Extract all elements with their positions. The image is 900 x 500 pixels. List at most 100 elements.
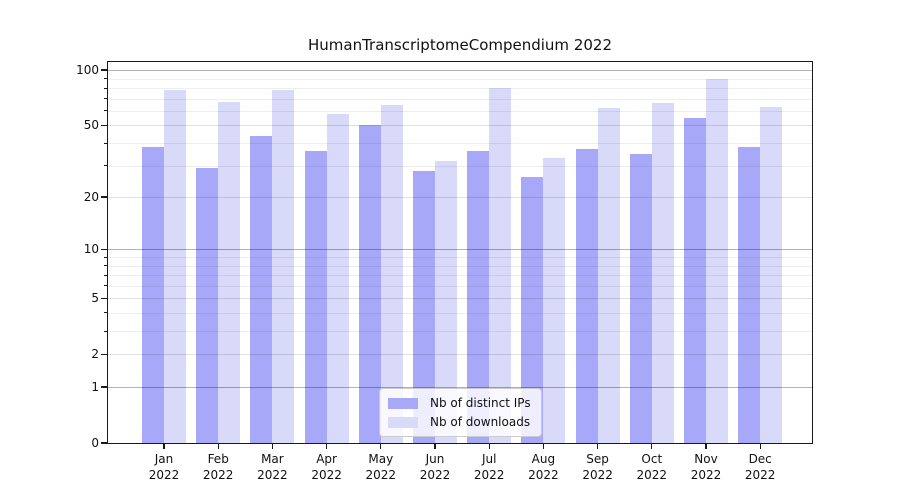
legend-swatch-distinct-ips-icon [388, 397, 418, 409]
bar-jan-downloads [164, 90, 186, 443]
legend-label-distinct-ips: Nb of distinct IPs [430, 396, 531, 410]
bar-mar-distinct-ips [250, 135, 273, 443]
bar-may-downloads [380, 104, 403, 443]
minor-gridline-80 [108, 88, 812, 90]
y-tick-1 [101, 386, 107, 388]
y-minor-tick-60 [104, 110, 107, 112]
x-tick-feb [217, 444, 219, 449]
minor-gridline-8 [108, 265, 812, 267]
y-minor-tick-40 [104, 142, 107, 144]
y-minor-tick-30 [104, 165, 107, 167]
minor-gridline-9 [108, 257, 812, 258]
y-tick-0 [101, 442, 107, 444]
bar-jan-distinct-ips [142, 147, 164, 443]
y-tick-label-50: 50 [83, 118, 99, 133]
bar-jul-downloads [489, 88, 512, 443]
bar-mar-downloads [272, 90, 295, 443]
y-tick-20 [101, 196, 107, 198]
x-tick-label-mar: Mar 2022 [257, 452, 288, 482]
minor-gridline-70 [108, 98, 812, 100]
bar-dec-downloads [760, 107, 783, 443]
y-tick-50 [101, 124, 107, 127]
x-tick-oct [651, 444, 653, 449]
minor-gridline-3 [108, 331, 812, 333]
bar-aug-downloads [543, 158, 566, 443]
minor-gridline-90 [108, 78, 812, 80]
bar-aug-distinct-ips [521, 176, 544, 443]
chart-title: HumanTranscriptomeCompendium 2022 [307, 36, 612, 54]
bar-sep-distinct-ips [575, 149, 598, 443]
x-tick-dec [759, 444, 761, 449]
x-tick-may [380, 444, 382, 449]
y-tick-5 [101, 297, 107, 299]
x-tick-label-oct: Oct 2022 [636, 452, 668, 482]
bar-feb-downloads [218, 102, 241, 443]
y-minor-tick-80 [104, 87, 107, 89]
minor-gridline-40 [108, 143, 812, 145]
legend-swatch-downloads-icon [388, 416, 418, 428]
bar-feb-distinct-ips [196, 168, 219, 443]
y-tick-10 [101, 248, 107, 250]
x-tick-label-jan: Jan 2022 [148, 452, 180, 482]
x-tick-label-feb: Feb 2022 [202, 452, 234, 482]
y-minor-tick-90 [104, 78, 107, 80]
gridline-20 [108, 197, 812, 199]
bars-layer [108, 62, 812, 443]
y-tick-label-0: 0 [91, 436, 99, 450]
gridline-50 [108, 125, 812, 127]
bar-dec-distinct-ips [738, 147, 761, 443]
minor-gridline-4 [108, 312, 812, 314]
bar-oct-downloads [651, 103, 674, 443]
y-minor-tick-70 [104, 98, 107, 100]
x-tick-label-aug: Aug 2022 [528, 452, 559, 482]
minor-gridline-60 [108, 110, 812, 112]
y-tick-label-100: 100 [76, 63, 99, 78]
y-tick-label-5: 5 [91, 291, 99, 306]
y-tick-2 [101, 353, 107, 355]
legend-label-downloads: Nb of downloads [430, 415, 531, 429]
y-minor-tick-8 [104, 265, 107, 266]
y-tick-label-20: 20 [83, 190, 99, 205]
x-tick-label-jul: Jul 2022 [473, 452, 505, 482]
gridline-5 [108, 298, 812, 300]
plot-area: Nb of distinct IPs Nb of downloads [107, 61, 813, 444]
x-tick-nov [705, 444, 707, 449]
x-tick-label-dec: Dec 2022 [744, 452, 776, 482]
y-minor-tick-3 [104, 330, 107, 332]
legend-item-downloads: Nb of downloads [388, 415, 531, 429]
y-minor-tick-4 [104, 312, 107, 314]
y-minor-tick-7 [104, 274, 107, 276]
bar-apr-distinct-ips [304, 151, 327, 443]
x-tick-jun [434, 444, 436, 449]
bar-jul-distinct-ips [467, 151, 490, 443]
x-tick-label-may: May 2022 [365, 452, 397, 482]
x-tick-label-sep: Sep 2022 [582, 452, 613, 482]
y-minor-tick-6 [104, 285, 107, 287]
x-tick-label-nov: Nov 2022 [690, 452, 722, 482]
bar-nov-distinct-ips [684, 117, 706, 443]
x-tick-apr [325, 444, 328, 449]
y-minor-tick-9 [104, 256, 107, 258]
minor-gridline-30 [108, 165, 812, 167]
gridline-10 [108, 249, 812, 251]
gridline-100 [108, 70, 812, 72]
minor-gridline-6 [108, 285, 812, 287]
bar-jun-downloads [435, 160, 457, 443]
x-tick-aug [542, 444, 545, 449]
x-tick-jul [488, 444, 490, 449]
legend: Nb of distinct IPs Nb of downloads [379, 388, 542, 437]
y-tick-100 [101, 69, 107, 71]
minor-gridline-7 [108, 275, 812, 277]
bar-jun-distinct-ips [413, 170, 435, 443]
grid-layer [108, 62, 812, 443]
x-tick-label-apr: Apr 2022 [311, 452, 342, 482]
x-tick-jan [163, 444, 165, 449]
gridline-2 [108, 354, 812, 356]
bar-oct-distinct-ips [629, 153, 652, 443]
bar-apr-downloads [326, 113, 349, 443]
x-tick-label-jun: Jun 2022 [419, 452, 451, 482]
bar-nov-downloads [706, 78, 728, 443]
legend-item-distinct-ips: Nb of distinct IPs [388, 396, 531, 410]
y-tick-label-1: 1 [91, 380, 99, 394]
